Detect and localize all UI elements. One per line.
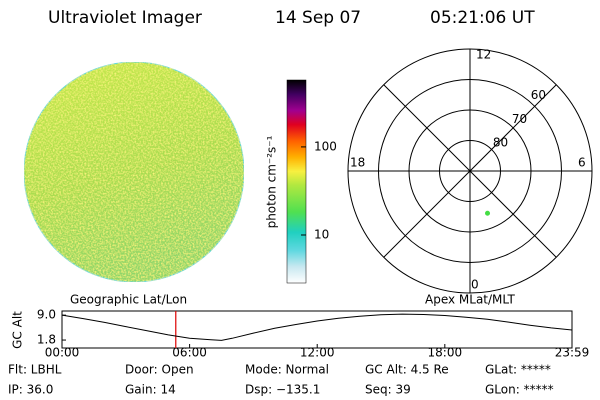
time: 05:21:06 UT [430, 8, 535, 28]
x-tick-label: 06:00 [172, 346, 207, 360]
status-field: Flt: LBHL [8, 363, 62, 377]
date: 14 Sep 07 [275, 8, 361, 28]
colorbar-tick-label: 10 [314, 227, 329, 241]
x-tick-label: 23:59 [555, 346, 590, 360]
x-tick-label: 12:00 [300, 346, 335, 360]
status-field: GC Alt: 4.5 Re [365, 363, 449, 377]
colorbar-label: photon cm⁻²s⁻¹ [265, 135, 279, 228]
map-label: Geographic Lat/Lon [70, 293, 187, 307]
title: Ultraviolet Imager [48, 8, 202, 28]
colorbar-tick-label: 100 [314, 139, 337, 153]
mlt-label: 12 [476, 48, 491, 62]
polar-ring [378, 79, 562, 263]
polar-ring [408, 109, 532, 233]
uv-image [23, 61, 245, 283]
ring-label: 60 [531, 88, 546, 102]
mlt-label: 18 [350, 156, 365, 170]
polar-axis [383, 84, 557, 258]
ring-label: 70 [512, 112, 527, 126]
x-tick-label: 00:00 [45, 346, 80, 360]
status-field: GLon: ***** [485, 383, 554, 397]
aurora-point [485, 210, 491, 216]
colorbar [286, 79, 307, 284]
polar-ring [439, 140, 501, 202]
status-field: Gain: 14 [125, 383, 176, 397]
status-field: Seq: 39 [365, 383, 411, 397]
ring-label: 80 [493, 136, 508, 150]
x-tick-label: 18:00 [428, 346, 463, 360]
y-tick-label: 1.8 [37, 333, 56, 347]
mlt-label: 6 [578, 156, 586, 170]
y-tick-label: 9.0 [37, 308, 56, 322]
altitude-curve [61, 313, 573, 341]
status-field: Door: Open [125, 363, 194, 377]
map-label: Apex MLat/MLT [425, 293, 515, 307]
status-field: Mode: Normal [245, 363, 329, 377]
status-field: Dsp: −135.1 [245, 383, 320, 397]
status-field: IP: 36.0 [8, 383, 53, 397]
y-axis-label: GC Alt [11, 311, 25, 349]
status-field: GLat: ***** [485, 363, 551, 377]
mlt-label: 0 [471, 278, 479, 292]
